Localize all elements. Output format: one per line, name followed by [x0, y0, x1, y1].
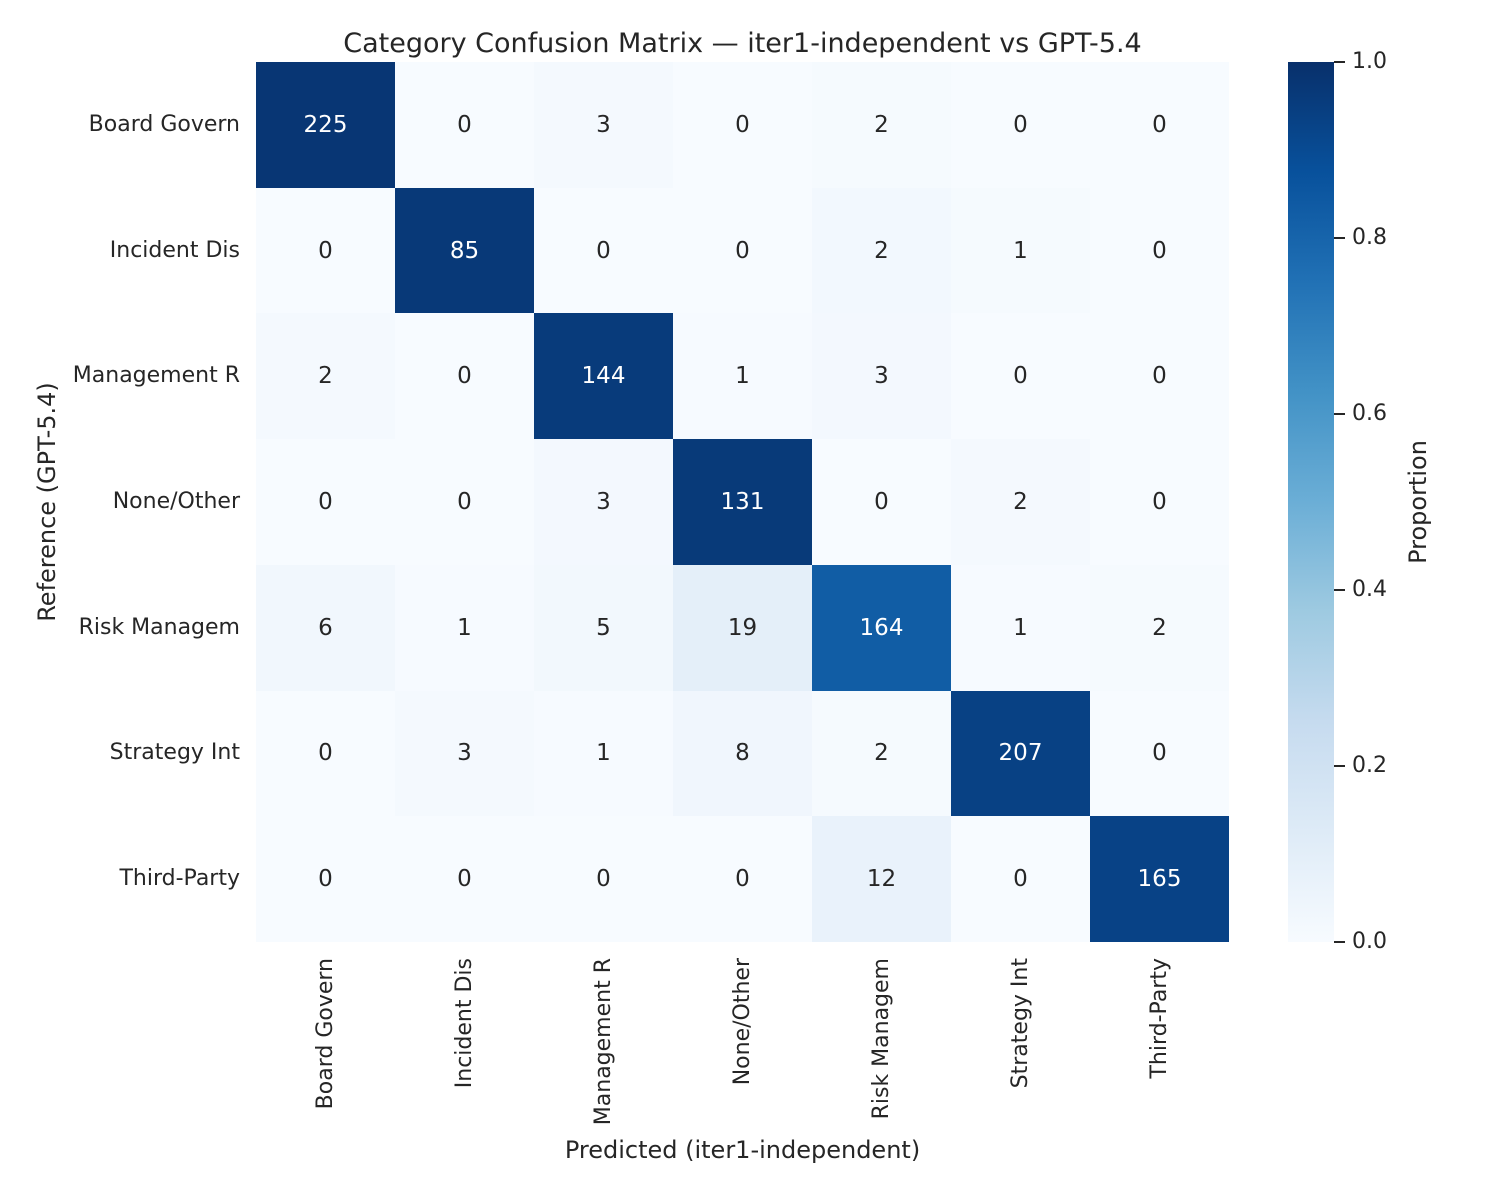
matrix-cell: 6: [256, 564, 395, 691]
chart-title: Category Confusion Matrix — iter1-indepe…: [343, 28, 1142, 59]
matrix-cell: 0: [256, 187, 395, 314]
colorbar-tick-label: 0.8: [1352, 225, 1387, 250]
x-axis-label: Predicted (iter1-independent): [564, 1136, 921, 1164]
matrix-cell: 0: [1090, 62, 1229, 188]
colorbar-tick-mark: [1334, 61, 1345, 63]
matrix-cell: 2: [812, 187, 951, 314]
matrix-cell: 165: [1090, 816, 1229, 942]
heatmap-grid: 225 0 3 0 2 0 0 0 85 0 0 2 1 0 2 0 144 1 3 0 0 0 0 3 131 0 2 0 6 1 5 19…: [256, 62, 1229, 942]
x-tick-label: None/Other: [729, 958, 755, 1086]
colorbar-tick-mark: [1334, 765, 1345, 767]
matrix-cell: 0: [395, 313, 534, 440]
matrix-cell: 0: [1090, 313, 1229, 440]
matrix-cell: 207: [951, 690, 1090, 817]
matrix-cell: 0: [951, 816, 1090, 942]
matrix-cell: 131: [673, 439, 812, 565]
matrix-cell: 2: [812, 62, 951, 188]
matrix-cell: 0: [673, 187, 812, 314]
y-tick-label: Incident Dis: [109, 237, 240, 263]
matrix-cell: 3: [534, 62, 673, 188]
matrix-cell: 2: [951, 439, 1090, 565]
colorbar-tick-label: 0.2: [1352, 753, 1387, 778]
x-tick-label: Third-Party: [1146, 958, 1172, 1079]
matrix-cell: 5: [534, 564, 673, 691]
matrix-cell: 1: [673, 313, 812, 440]
matrix-cell: 8: [673, 690, 812, 817]
matrix-cell: 0: [256, 816, 395, 942]
matrix-cell: 0: [256, 439, 395, 565]
colorbar-gradient: [1288, 62, 1334, 942]
matrix-cell: 0: [673, 62, 812, 188]
matrix-cell: 0: [951, 313, 1090, 440]
matrix-cell: 0: [1090, 187, 1229, 314]
matrix-cell: 164: [812, 564, 951, 691]
matrix-cell: 0: [951, 62, 1090, 188]
y-tick-label: Board Govern: [88, 111, 240, 137]
colorbar-tick-label: 0.4: [1352, 577, 1387, 602]
colorbar-tick-mark: [1334, 237, 1345, 239]
matrix-cell: 3: [812, 313, 951, 440]
matrix-cell: 225: [256, 62, 395, 188]
matrix-cell: 1: [395, 564, 534, 691]
colorbar-tick-label: 1.0: [1352, 49, 1387, 74]
matrix-cell: 12: [812, 816, 951, 942]
x-tick-label: Management R: [590, 958, 616, 1126]
matrix-cell: 1: [951, 187, 1090, 314]
matrix-cell: 0: [395, 816, 534, 942]
matrix-cell: 0: [534, 187, 673, 314]
x-tick-label: Strategy Int: [1007, 958, 1033, 1089]
x-tick-label: Risk Managem: [868, 958, 894, 1120]
x-tick-label: Board Govern: [312, 958, 338, 1110]
colorbar-tick-label: 0.6: [1352, 401, 1387, 426]
y-tick-label: Third-Party: [119, 866, 240, 892]
y-tick-label: Strategy Int: [109, 740, 240, 766]
colorbar-label: Proportion: [1404, 440, 1432, 564]
matrix-cell: 0: [395, 62, 534, 188]
matrix-cell: 3: [534, 439, 673, 565]
matrix-cell: 0: [673, 816, 812, 942]
matrix-cell: 2: [812, 690, 951, 817]
matrix-cell: 2: [256, 313, 395, 440]
matrix-cell: 144: [534, 313, 673, 440]
matrix-cell: 0: [812, 439, 951, 565]
matrix-cell: 0: [1090, 690, 1229, 817]
y-tick-label: None/Other: [112, 489, 240, 514]
matrix-cell: 2: [1090, 564, 1229, 691]
y-tick-label: Management R: [72, 363, 240, 389]
colorbar-tick-mark: [1334, 413, 1345, 415]
matrix-cell: 85: [395, 187, 534, 314]
y-axis-label: Reference (GPT-5.4): [33, 382, 61, 622]
x-tick-label: Incident Dis: [451, 958, 477, 1089]
matrix-cell: 0: [395, 439, 534, 565]
matrix-cell: 0: [1090, 439, 1229, 565]
colorbar-tick-mark: [1334, 941, 1345, 943]
colorbar-tick-label: 0.0: [1352, 929, 1387, 954]
matrix-cell: 0: [256, 690, 395, 817]
matrix-cell: 1: [951, 564, 1090, 691]
y-tick-label: Risk Managem: [78, 614, 240, 640]
matrix-cell: 0: [534, 816, 673, 942]
matrix-cell: 1: [534, 690, 673, 817]
matrix-cell: 19: [673, 564, 812, 691]
colorbar-tick-mark: [1334, 589, 1345, 591]
matrix-cell: 3: [395, 690, 534, 817]
